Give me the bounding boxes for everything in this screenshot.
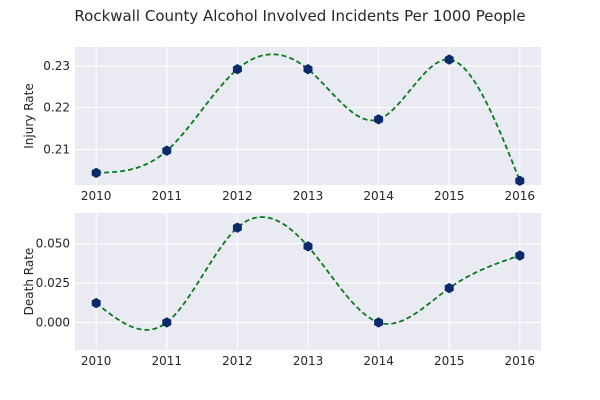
death-data-point xyxy=(162,317,172,328)
death-x-tick-label: 2010 xyxy=(81,354,112,368)
death-x-tick-label: 2012 xyxy=(222,354,253,368)
death-data-point xyxy=(91,297,101,309)
death-y-axis-label: Death Rate xyxy=(22,248,36,316)
death-x-tick-label: 2013 xyxy=(293,354,324,368)
death-data-point xyxy=(374,317,384,328)
injury-x-tick-label: 2016 xyxy=(505,189,536,203)
injury-data-point xyxy=(515,175,525,186)
injury-y-tick-label: 0.22 xyxy=(43,101,70,115)
death-x-tick-label: 2015 xyxy=(434,354,465,368)
injury-data-point xyxy=(374,114,384,125)
death-rate-panel: 2010 2011 2012 2013 2014 2015 2016 0.000 0.025 0.… xyxy=(22,213,541,368)
death-y-tick-label: 0.025 xyxy=(36,276,70,290)
chart-title: Rockwall County Alcohol Involved Inciden… xyxy=(74,7,525,25)
injury-data-point xyxy=(303,63,313,75)
death-data-point xyxy=(444,282,454,294)
death-data-point xyxy=(232,222,242,233)
injury-rate-panel: 2010 2011 2012 2013 2014 2015 2016 0.21 0.22 0.23… xyxy=(22,47,541,203)
death-data-point xyxy=(303,241,313,252)
injury-data-point xyxy=(444,54,454,65)
injury-data-point xyxy=(162,145,172,156)
injury-x-tick-label: 2011 xyxy=(152,189,183,203)
death-data-point xyxy=(515,250,525,261)
death-x-tick-label: 2011 xyxy=(152,354,183,368)
injury-x-tick-label: 2015 xyxy=(434,189,465,203)
injury-x-tick-label: 2014 xyxy=(363,189,394,203)
injury-y-tick-label: 0.23 xyxy=(43,59,70,73)
injury-x-tick-label: 2012 xyxy=(222,189,253,203)
injury-y-tick-label: 0.21 xyxy=(43,142,70,156)
death-x-tick-label: 2016 xyxy=(505,354,536,368)
injury-data-point xyxy=(91,167,101,179)
injury-data-point xyxy=(232,63,242,75)
injury-y-axis-label: Injury Rate xyxy=(22,83,36,148)
death-y-tick-label: 0.050 xyxy=(36,237,70,251)
death-x-tick-label: 2014 xyxy=(363,354,394,368)
injury-x-tick-label: 2013 xyxy=(293,189,324,203)
injury-x-tick-label: 2010 xyxy=(81,189,112,203)
death-y-tick-label: 0.000 xyxy=(36,315,70,329)
